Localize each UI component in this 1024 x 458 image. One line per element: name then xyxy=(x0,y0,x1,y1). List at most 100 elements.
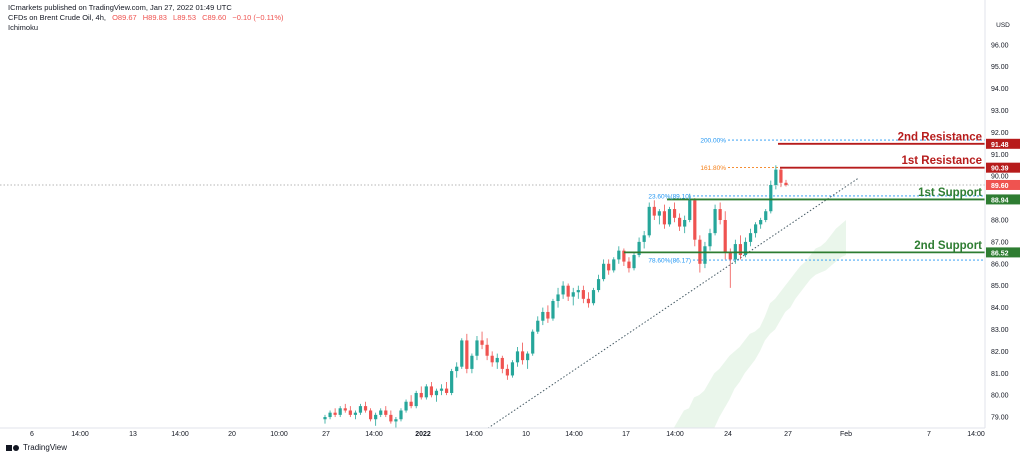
candle xyxy=(672,202,677,223)
candle xyxy=(754,222,758,238)
candle xyxy=(379,408,383,418)
candle xyxy=(627,257,631,273)
level-label: 1st Support xyxy=(918,187,982,199)
candle-body xyxy=(424,386,428,398)
level-badge: 88.94 xyxy=(991,197,1009,204)
time-tick-label: Feb xyxy=(840,431,852,438)
candle-body xyxy=(460,340,464,367)
candle-body xyxy=(541,311,545,321)
level-badge-bg xyxy=(986,247,1020,258)
candle-body xyxy=(531,331,535,354)
candle xyxy=(470,353,474,374)
candle xyxy=(693,198,697,247)
candle xyxy=(368,408,373,422)
candle xyxy=(439,384,444,396)
candle xyxy=(338,406,342,418)
candle xyxy=(759,217,763,229)
price-tick-label: 96.00 xyxy=(991,42,1009,49)
candle-body xyxy=(515,351,520,363)
candle xyxy=(480,331,484,350)
candle-body xyxy=(571,292,575,297)
price-tick-label: 87.00 xyxy=(991,239,1009,246)
price-tick-label: 80.00 xyxy=(991,393,1009,400)
candle xyxy=(363,401,368,413)
time-tick-label: 14:00 xyxy=(565,431,583,438)
candle-body xyxy=(769,184,773,212)
candle-body xyxy=(708,233,712,247)
plot-area xyxy=(0,139,985,428)
price-tick-label: 93.00 xyxy=(991,108,1009,115)
candle-body xyxy=(556,294,560,302)
tradingview-logo-icon xyxy=(6,444,20,452)
candle-body xyxy=(652,206,656,216)
candle-body xyxy=(475,340,479,356)
candle-body xyxy=(414,392,418,407)
candle xyxy=(576,285,580,299)
time-tick-label: 27 xyxy=(784,431,792,438)
price-tick-label: 90.00 xyxy=(991,174,1009,181)
candle-body xyxy=(738,244,743,256)
candle xyxy=(642,230,646,249)
candle-body xyxy=(637,241,641,256)
candle-body xyxy=(419,392,423,398)
candle xyxy=(607,259,611,275)
candle-body xyxy=(358,406,363,413)
candle xyxy=(465,333,469,374)
footer-branding: TradingView xyxy=(6,443,67,452)
candle xyxy=(556,287,560,308)
candle xyxy=(774,165,778,190)
candle-body xyxy=(551,301,555,319)
candle-body xyxy=(505,368,509,376)
candle xyxy=(450,368,454,396)
candle xyxy=(333,408,337,418)
candle xyxy=(444,382,449,396)
candle xyxy=(703,241,707,269)
candle-body xyxy=(409,401,413,407)
candle-body xyxy=(485,344,489,356)
candle-body xyxy=(683,220,687,227)
level-label: 2nd Resistance xyxy=(898,131,982,143)
candle-body xyxy=(490,355,494,363)
candle-body xyxy=(465,340,469,369)
candle xyxy=(581,285,585,304)
price-tick-label: 82.00 xyxy=(991,349,1009,356)
candle-body xyxy=(622,250,626,262)
candle xyxy=(343,403,347,413)
candle-body xyxy=(338,408,342,415)
time-tick-label: 24 xyxy=(724,431,732,438)
time-tick-label: 7 xyxy=(927,431,931,438)
candle xyxy=(419,386,423,400)
candle xyxy=(738,235,743,260)
candle xyxy=(622,248,626,266)
candle-body xyxy=(612,259,616,271)
candle-body xyxy=(632,255,636,269)
time-tick-label: 14:00 xyxy=(71,431,89,438)
price-axis-unit: USD xyxy=(996,22,1010,29)
price-tick-label: 86.00 xyxy=(991,261,1009,268)
candle xyxy=(495,353,499,369)
indicator-name[interactable]: Ichimoku xyxy=(8,23,39,32)
candle-body xyxy=(343,408,347,411)
candle xyxy=(353,410,357,420)
candle-body xyxy=(607,263,611,271)
trendline xyxy=(487,177,859,428)
fib-label: 23.60%(89.10) xyxy=(648,193,691,200)
candle xyxy=(566,283,570,302)
candle-body xyxy=(394,419,398,422)
time-tick-label: 6 xyxy=(30,431,34,438)
candle-body xyxy=(723,220,727,253)
candle xyxy=(723,211,727,260)
candle xyxy=(328,410,332,420)
candle xyxy=(657,209,661,225)
candle-body xyxy=(536,320,540,332)
candle-body xyxy=(323,417,327,420)
candle-body xyxy=(439,388,444,391)
candle-body xyxy=(455,366,459,372)
candle-body xyxy=(586,298,591,304)
candle xyxy=(546,305,550,323)
candle xyxy=(591,287,596,306)
time-tick-label: 13 xyxy=(129,431,137,438)
level-badge-bg xyxy=(986,138,1020,149)
candle-body xyxy=(754,224,758,234)
